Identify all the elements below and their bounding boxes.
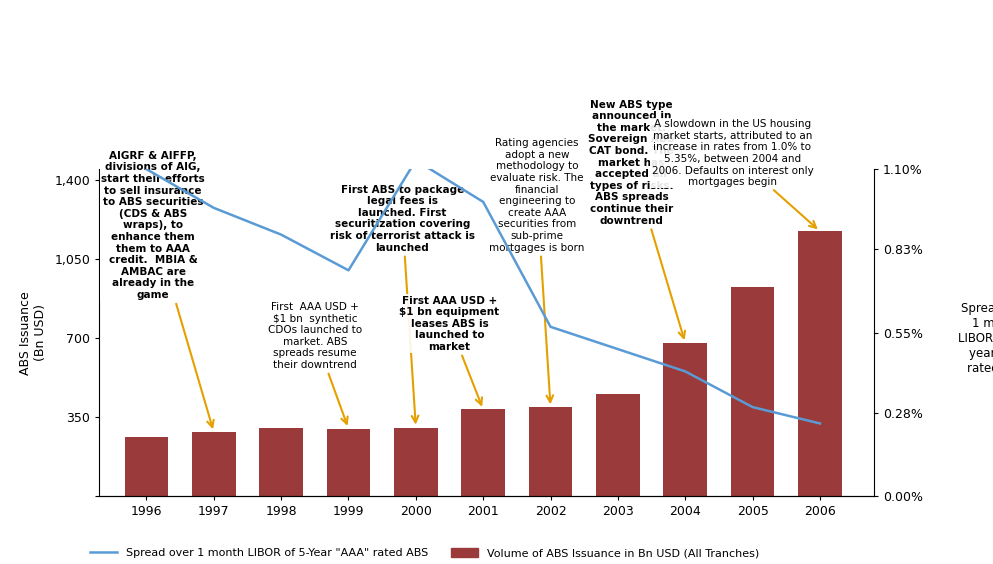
Bar (596, 394, 639, 496)
Text: New ABS type
announced in
the market:
Sovereign ABS
CAT bond. The
market has
acc: New ABS type announced in the market: So… (588, 100, 685, 338)
Bar (798, 231, 842, 496)
Bar (192, 432, 235, 496)
Bar (663, 343, 707, 496)
Text: Spread over
1 month
LIBOR for a 5
year AAA
rated ABS: Spread over 1 month LIBOR for a 5 year A… (958, 302, 993, 375)
Bar (327, 429, 370, 496)
Y-axis label: ABS Issuance
(Bn USD): ABS Issuance (Bn USD) (20, 291, 48, 374)
Bar (731, 287, 775, 496)
Legend: Spread over 1 month LIBOR of 5-Year "AAA" rated ABS, Volume of ABS Issuance in B: Spread over 1 month LIBOR of 5-Year "AAA… (85, 544, 764, 563)
Text: AIGRF & AIFFP,
divisions of AIG,
start their efforts
to sell insurance
to ABS se: AIGRF & AIFFP, divisions of AIG, start t… (101, 151, 213, 427)
Bar (528, 407, 572, 496)
Bar (124, 437, 169, 496)
Text: First AAA USD +
$1 bn equipment
leases ABS is
launched to
market: First AAA USD + $1 bn equipment leases A… (399, 296, 499, 405)
Text: First  AAA USD +
$1 bn  synthetic
CDOs launched to
market. ABS
spreads resume
th: First AAA USD + $1 bn synthetic CDOs lau… (268, 302, 361, 424)
Bar (259, 428, 303, 496)
Text: Rating agencies
adopt a new
methodology to
evaluate risk. The
financial
engineer: Rating agencies adopt a new methodology … (490, 138, 585, 402)
Bar (394, 428, 438, 496)
Text: First ABS to package
legal fees is
launched. First
securitization covering
risk : First ABS to package legal fees is launc… (330, 184, 475, 422)
Bar (462, 409, 505, 496)
Text: A slowdown in the US housing
market starts, attributed to an
increase in rates f: A slowdown in the US housing market star… (651, 119, 816, 228)
